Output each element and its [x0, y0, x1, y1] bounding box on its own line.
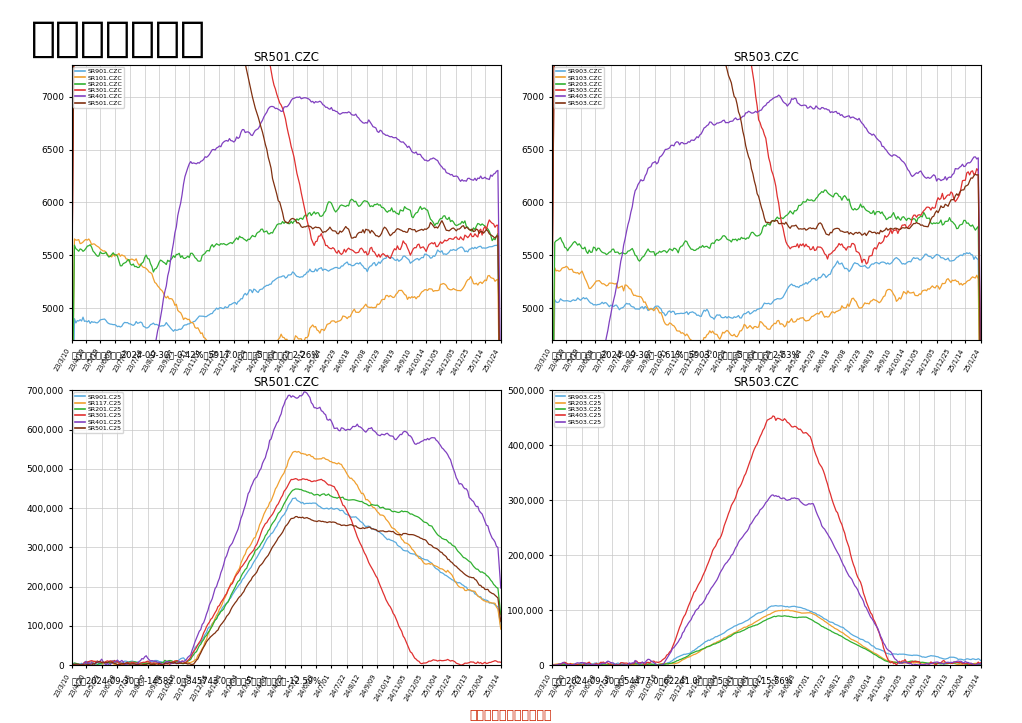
Title: SR503.CZC: SR503.CZC [734, 51, 799, 64]
Text: 期货有风险，投资需谨慎: 期货有风险，投资需谨慎 [470, 709, 552, 722]
Legend: SR903.CZC, SR103.CZC, SR203.CZC, SR303.CZC, SR403.CZC, SR503.CZC: SR903.CZC, SR103.CZC, SR203.CZC, SR303.C… [554, 67, 604, 108]
Text: 价格处于较高水平，较2024-09-30跌-0.42%至5917.0，较过去5年同期均值涨2.26%: 价格处于较高水平，较2024-09-30跌-0.42%至5917.0，较过去5年… [72, 351, 320, 359]
Text: 持仓较2024-09-30增加54477.0至62241.0，较过去5年同期均值减少-15.56%: 持仓较2024-09-30增加54477.0至62241.0，较过去5年同期均值… [552, 676, 794, 685]
Text: 盘面价格及持仓: 盘面价格及持仓 [31, 18, 205, 60]
Text: 价格处于较高水平，较2024-09-30跌-0.61%至5903.0，较过去5年同期均值涨2.63%: 价格处于较高水平，较2024-09-30跌-0.61%至5903.0，较过去5年… [552, 351, 800, 359]
Title: SR503.CZC: SR503.CZC [734, 376, 799, 389]
Text: 持仓较2024-09-30减少-14582.0至345743.0，较过去5年同期均值减少-12.59%: 持仓较2024-09-30减少-14582.0至345743.0，较过去5年同期… [72, 676, 322, 685]
Legend: SR901.CZC, SR101.CZC, SR201.CZC, SR301.CZC, SR401.CZC, SR501.CZC: SR901.CZC, SR101.CZC, SR201.CZC, SR301.C… [74, 67, 124, 108]
Title: SR501.CZC: SR501.CZC [253, 376, 319, 389]
Legend: SR903.C25, SR203.C25, SR303.C25, SR403.C25, SR503.C25: SR903.C25, SR203.C25, SR303.C25, SR403.C… [554, 393, 604, 427]
Legend: SR901.C25, SR117.C25, SR201.C25, SR301.C25, SR401.C25, SR501.C25: SR901.C25, SR117.C25, SR201.C25, SR301.C… [74, 393, 124, 433]
Title: SR501.CZC: SR501.CZC [253, 51, 319, 64]
